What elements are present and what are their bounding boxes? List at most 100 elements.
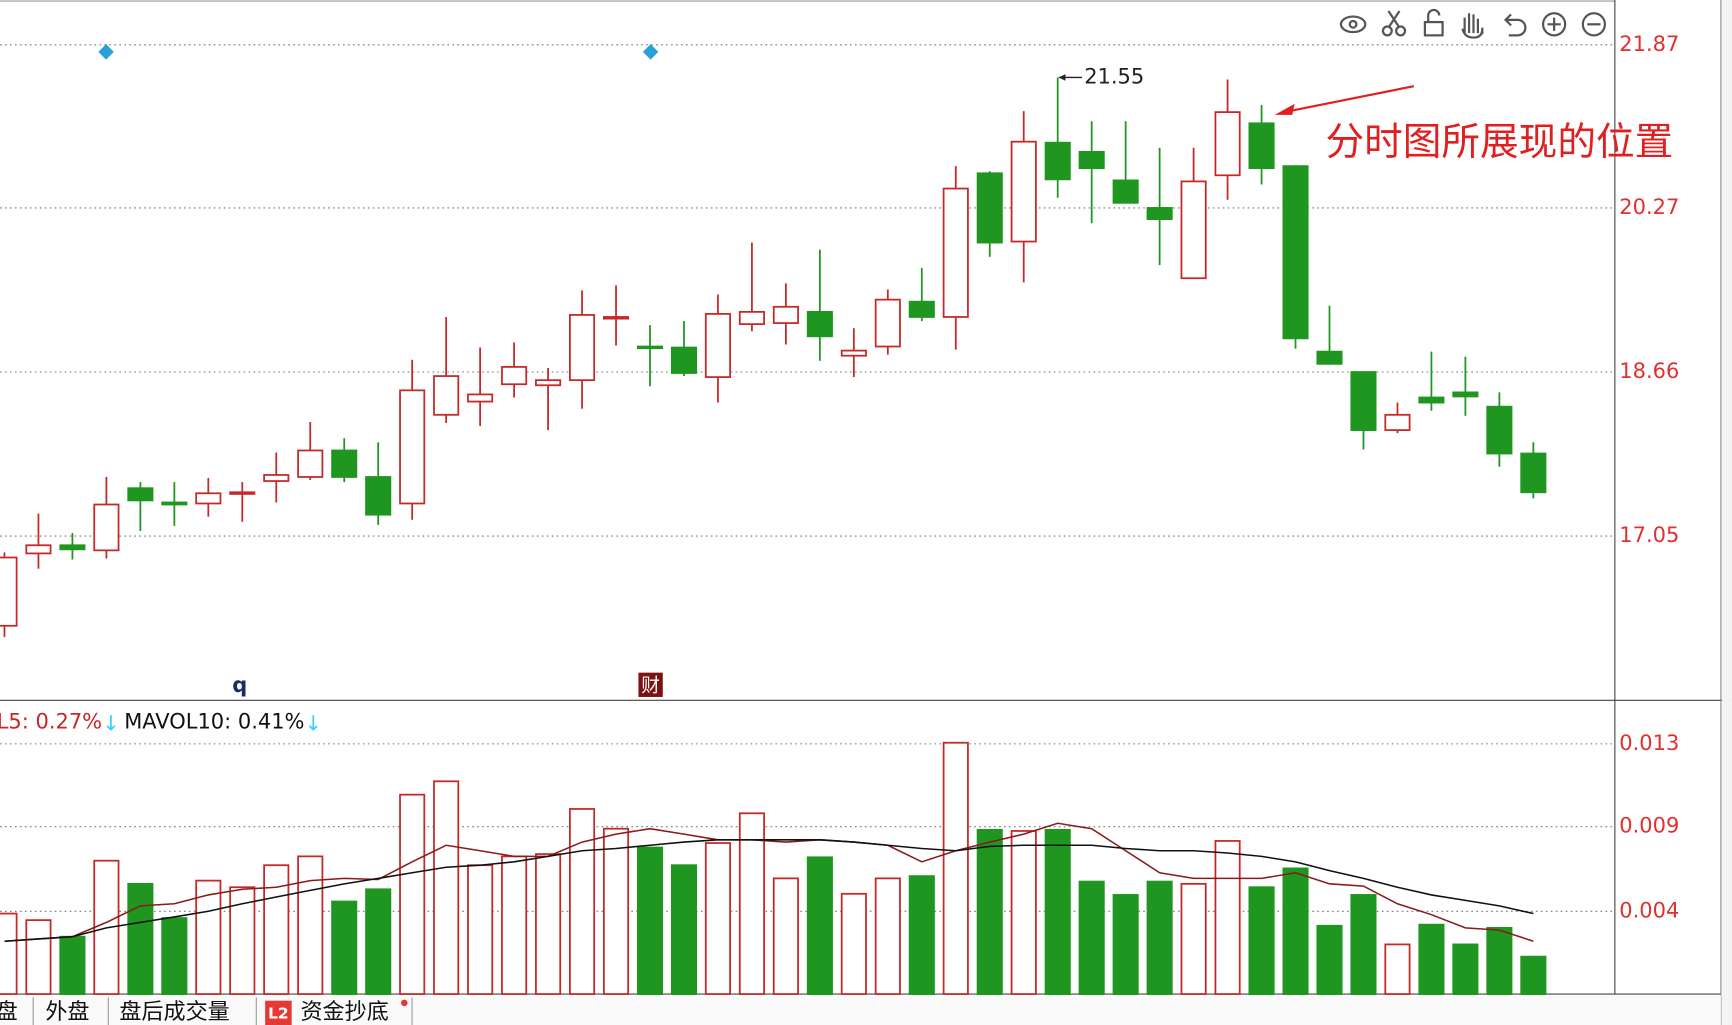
candle-body [161, 501, 188, 506]
candle-body [1180, 180, 1207, 280]
volume-bar [1044, 828, 1071, 995]
volume-bar [1010, 830, 1037, 995]
candle-body [1044, 141, 1071, 181]
volume-bar [1282, 867, 1309, 995]
volume-bar [942, 741, 969, 995]
side-panel [1722, 0, 1732, 1025]
high-label: 21.55 [1084, 64, 1144, 88]
volume-bar [1452, 943, 1479, 995]
legend-label: MAVOL10: 0.41% [124, 709, 304, 733]
volume-bar [602, 827, 630, 995]
callout-arrowhead [1274, 103, 1295, 115]
volume-bar [161, 917, 188, 995]
candle-body [806, 310, 833, 338]
high-pointer-head [1058, 74, 1066, 81]
tab-bar [0, 995, 1721, 1025]
volume-bar [501, 855, 528, 995]
volume-bar [331, 900, 358, 995]
candle-body [0, 556, 18, 627]
undo-icon[interactable] [1503, 13, 1527, 37]
candle-body [467, 393, 494, 403]
candle-body [1214, 111, 1241, 177]
volume-bar [1418, 923, 1445, 995]
zoom-out-icon[interactable] [1581, 12, 1607, 37]
candle-body [59, 544, 86, 551]
volume-bar [467, 864, 494, 995]
zoom-in-icon[interactable] [1541, 12, 1567, 37]
y-tick-label: 0.004 [1619, 898, 1679, 922]
ma-line [4, 839, 1534, 942]
volume-bar [738, 812, 765, 995]
candle-body [874, 298, 901, 348]
candle-body [704, 313, 731, 378]
tab[interactable]: 外盘 [45, 999, 89, 1025]
callout-text: 分时图所展现的位置 [1325, 120, 1673, 165]
volume-bar [1350, 894, 1377, 995]
volume-bar [1214, 840, 1241, 995]
candle-body [1350, 371, 1377, 431]
tab-dot [400, 999, 408, 1007]
scissors-icon[interactable] [1381, 10, 1407, 37]
eye-icon[interactable] [1339, 15, 1367, 34]
candle-body [1520, 452, 1547, 494]
y-tick-label: 21.87 [1619, 32, 1679, 56]
volume-bar [636, 846, 664, 995]
candle-body [1010, 140, 1037, 243]
volume-bar [1078, 880, 1105, 995]
candle-body [840, 349, 867, 357]
volume-bar [195, 879, 222, 995]
bottom-tabs: 盘 外盘 盘后成交量 L2 资金抄底 [0, 995, 1721, 1025]
candle-body [195, 492, 222, 505]
candle-body [297, 449, 324, 478]
y-tick-label: 17.05 [1619, 523, 1679, 547]
candle-body [908, 300, 935, 318]
candle-body [942, 187, 969, 318]
marker-box [638, 672, 663, 697]
candle-body [1316, 350, 1343, 365]
y-tick-label: 18.66 [1619, 359, 1679, 383]
volume-bar [1316, 924, 1343, 995]
marker-q[interactable]: q [232, 673, 247, 697]
candle-body [365, 476, 392, 516]
marker-finance[interactable]: 财 [641, 674, 660, 696]
candle-body [93, 503, 120, 552]
volume-bar [1112, 894, 1139, 995]
candle-body [433, 375, 460, 416]
volume-bar [535, 853, 562, 995]
volume-bar [365, 888, 392, 995]
hand-icon[interactable] [1461, 13, 1484, 39]
volume-bar [1146, 880, 1173, 995]
candle-body [1418, 396, 1445, 404]
legend-arrow: ↓ [304, 712, 322, 736]
tab[interactable]: 资金抄底 [300, 999, 388, 1025]
volume-bar [25, 919, 52, 995]
volume-bar [433, 780, 460, 995]
volume-bar [908, 875, 935, 995]
volume-bar [840, 892, 867, 995]
volume-bar [976, 828, 1003, 995]
candle-body [399, 389, 426, 505]
candle-body [976, 172, 1003, 244]
candle-body [738, 310, 765, 325]
volume-bar [874, 877, 901, 995]
candle-body [25, 544, 52, 555]
candle-body [1112, 179, 1139, 204]
lock-icon[interactable] [1423, 8, 1444, 37]
volume-bar [0, 912, 18, 995]
candle-body [1078, 150, 1105, 170]
volume-bar [297, 855, 324, 995]
candle-body [636, 345, 664, 350]
candle-body [263, 474, 290, 482]
candle-body [535, 379, 562, 387]
volume-bar [1486, 926, 1513, 995]
tab[interactable]: 盘后成交量 [119, 999, 229, 1025]
volume-bar [127, 882, 154, 995]
toolbar [1339, 8, 1607, 39]
tab[interactable]: 盘 [0, 999, 18, 1025]
candle-body [772, 305, 799, 324]
volume-bar [399, 793, 426, 995]
volume-bar [1384, 943, 1411, 995]
volume-bar [772, 877, 799, 995]
candle-body [670, 346, 698, 374]
